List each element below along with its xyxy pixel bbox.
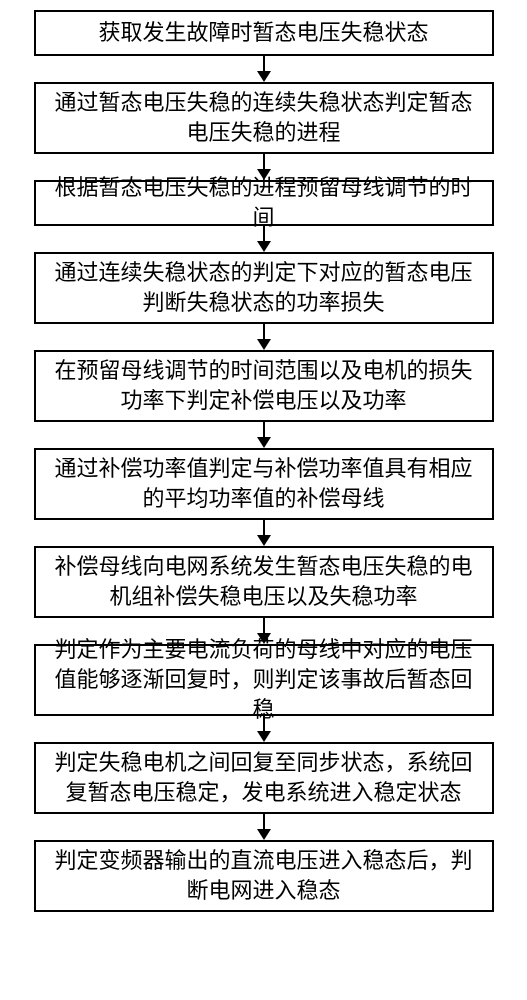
flow-node: 通过暂态电压失稳的连续失稳状态判定暂态电压失稳的进程 xyxy=(34,82,494,154)
flow-node: 通过连续失稳状态的判定下对应的暂态电压判断失稳状态的功率损失 xyxy=(34,252,494,324)
flow-arrow xyxy=(257,324,271,350)
flow-node: 补偿母线向电网系统发生暂态电压失稳的电机组补偿失稳电压以及失稳功率 xyxy=(34,546,494,618)
flow-node-text: 获取发生故障时暂态电压失稳状态 xyxy=(98,18,428,48)
flow-node-text: 判定作为主要电流负荷的母线中对应的电压值能够逐渐回复时，则判定该事故后暂态回稳 xyxy=(46,635,482,724)
flow-arrow xyxy=(257,226,271,252)
flow-node-text: 通过补偿功率值判定与补偿功率值具有相应的平均功率值的补偿母线 xyxy=(46,454,482,513)
flow-arrow xyxy=(257,716,271,742)
flow-arrow xyxy=(257,814,271,840)
flow-node-text: 根据暂态电压失稳的进程预留母线调节的时间 xyxy=(46,173,482,232)
flow-node-text: 通过暂态电压失稳的连续失稳状态判定暂态电压失稳的进程 xyxy=(46,88,482,147)
flow-arrow xyxy=(257,422,271,448)
flow-node: 通过补偿功率值判定与补偿功率值具有相应的平均功率值的补偿母线 xyxy=(34,448,494,520)
flowchart-container: 获取发生故障时暂态电压失稳状态 通过暂态电压失稳的连续失稳状态判定暂态电压失稳的… xyxy=(0,0,527,912)
flow-node: 获取发生故障时暂态电压失稳状态 xyxy=(34,10,494,56)
flow-arrow xyxy=(257,520,271,546)
flow-arrow xyxy=(257,56,271,82)
flow-node: 在预留母线调节的时间范围以及电机的损失功率下判定补偿电压以及功率 xyxy=(34,350,494,422)
flow-node: 判定作为主要电流负荷的母线中对应的电压值能够逐渐回复时，则判定该事故后暂态回稳 xyxy=(34,644,494,716)
flow-node-text: 在预留母线调节的时间范围以及电机的损失功率下判定补偿电压以及功率 xyxy=(46,356,482,415)
flow-node-text: 判定失稳电机之间回复至同步状态，系统回复暂态电压稳定，发电系统进入稳定状态 xyxy=(46,748,482,807)
flow-node: 判定变频器输出的直流电压进入稳态后，判断电网进入稳态 xyxy=(34,840,494,912)
flow-node-text: 通过连续失稳状态的判定下对应的暂态电压判断失稳状态的功率损失 xyxy=(46,258,482,317)
flow-node: 根据暂态电压失稳的进程预留母线调节的时间 xyxy=(34,180,494,226)
flow-node-text: 判定变频器输出的直流电压进入稳态后，判断电网进入稳态 xyxy=(46,846,482,905)
flow-node-text: 补偿母线向电网系统发生暂态电压失稳的电机组补偿失稳电压以及失稳功率 xyxy=(46,552,482,611)
flow-node: 判定失稳电机之间回复至同步状态，系统回复暂态电压稳定，发电系统进入稳定状态 xyxy=(34,742,494,814)
